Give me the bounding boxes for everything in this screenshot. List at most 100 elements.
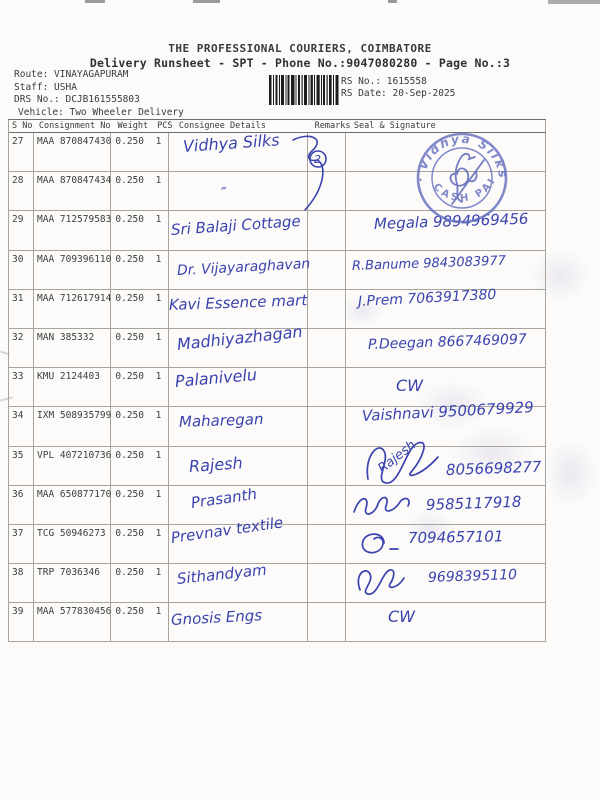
- consignee-cell: Kavi Essence mart: [168, 289, 308, 329]
- col-header-consignment: Consignment No: [38, 121, 111, 131]
- remarks-cell: [308, 407, 346, 447]
- seal-signature-cell: P.Deegan 8667469097: [346, 328, 546, 369]
- consignment-number: TCG 50946273: [34, 524, 111, 565]
- weight-value: 0.250: [111, 329, 146, 369]
- pcs-value: 1: [146, 172, 169, 212]
- seal-signature-cell: Megala 9894969456: [346, 210, 546, 251]
- consignee-cell: Sri Balaji Cottage: [169, 211, 308, 251]
- weight-value: 0.250: [111, 251, 146, 290]
- signature-scribble: [357, 569, 405, 595]
- table-row: 32 MAN 385332 0.250 1 Madhiyazhagan P.De…: [9, 322, 546, 369]
- pcs-value: 1: [146, 250, 169, 290]
- col-header-seal: Seal & Signature: [351, 120, 546, 132]
- consignee-handwriting: Sithandyam: [176, 560, 268, 589]
- consignment-number: MAN 385332: [34, 328, 111, 369]
- remarks-cell: [308, 328, 346, 369]
- rs-date-field: RS Date: 20-Sep-2025: [341, 88, 456, 100]
- serial-number: 36: [9, 485, 34, 525]
- ink-smudge: [530, 248, 590, 303]
- table-row: 39 MAA 577830456 0.250 1 Gnosis Engs CW: [9, 603, 546, 643]
- scan-artifact: [388, 0, 397, 3]
- serial-number: 28: [9, 172, 34, 212]
- pcs-value: 1: [146, 133, 169, 173]
- table-row: 35 VPL 407210736 0.250 1 Rajesh 80566982…: [9, 437, 546, 486]
- weight-value: 0.250: [111, 211, 146, 251]
- table-row: 36 MAA 650877170 0.250 1 Prasanth 958511…: [9, 485, 546, 525]
- consignee-cell: Gnosis Engs: [169, 603, 308, 643]
- signature-handwriting: 8056698277: [445, 457, 542, 479]
- table-row: 27 MAA 870847430 0.250 1 Vidhya Silks 2: [9, 130, 546, 173]
- consignee-cell: Vidhya Silks: [169, 130, 308, 173]
- consignee-handwriting: Dr. Vijayaraghavan: [176, 255, 311, 279]
- consignee-cell: Sithandyam: [169, 560, 308, 604]
- scan-artifact: [548, 0, 600, 4]
- consignee-cell: Palanivelu: [169, 364, 308, 408]
- rs-no-field: RS No.: 1615558: [341, 76, 427, 87]
- pcs-value: 1: [146, 407, 169, 447]
- col-header-weight: Weight: [117, 121, 149, 131]
- seal-signature-cell: CW: [346, 368, 546, 408]
- col-header-remarks: Remarks: [314, 121, 351, 131]
- remarks-cell: [308, 172, 346, 212]
- serial-number: 33: [9, 368, 34, 408]
- serial-number: 27: [9, 133, 34, 173]
- seal-signature-cell: 7094657101: [346, 524, 546, 565]
- company-title: THE PROFESSIONAL COURIERS, COIMBATORE: [168, 42, 432, 55]
- seal-signature-cell: CW: [346, 603, 546, 643]
- staff-field: Staff: USHA: [14, 81, 77, 93]
- signature-handwriting: 7094657101: [407, 527, 504, 547]
- seal-signature-cell: Vaishnavi 9500679929: [346, 398, 546, 447]
- consignment-number: MAA 712579583: [34, 211, 111, 251]
- ink-smudge: [405, 510, 455, 545]
- signature-scribble: [353, 496, 410, 515]
- seal-signature-cell: 8056698277 Rajesh: [346, 437, 546, 486]
- remarks-cell: [308, 289, 346, 329]
- weight-value: 0.250: [111, 564, 146, 604]
- table-row: 33 KMU 2124403 0.250 1 Palanivelu CW: [9, 364, 546, 408]
- weight-value: 0.250: [111, 133, 146, 173]
- signature-handwriting: CW: [388, 607, 415, 627]
- vehicle-field: Vehicle: Two Wheeler Delivery: [18, 106, 184, 118]
- ink-smudge: [340, 295, 385, 327]
- ink-smudge: [450, 425, 535, 480]
- remarks-cell: 2: [308, 133, 346, 173]
- seal-signature-cell: 9585117918: [346, 485, 546, 525]
- remarks-cell: [308, 603, 346, 643]
- consignee-handwriting: Palanivelu: [174, 364, 258, 392]
- ink-smudge: [543, 438, 598, 508]
- table-row: 29 MAA 712579583 0.250 1 Sri Balaji Cott…: [9, 210, 546, 251]
- signature-handwriting: CW: [396, 376, 423, 396]
- pcs-value: 1: [146, 485, 169, 525]
- serial-number: 38: [9, 564, 34, 604]
- serial-number: 39: [9, 603, 34, 643]
- weight-value: 0.250: [111, 290, 146, 329]
- consignee-handwriting: Kavi Essence mart: [168, 290, 308, 314]
- consignment-number: MAA 712617914: [34, 289, 111, 329]
- remarks-cell: [308, 368, 346, 408]
- header-fields-left: Route: VINAYAGAPURAM Staff: USHA DRS No.…: [14, 69, 184, 119]
- pcs-value: 1: [146, 368, 169, 408]
- consignment-number: IXM 508935799: [34, 407, 111, 447]
- table-row: 37 TCG 50946273 0.250 1 Prevnav textile …: [9, 513, 546, 565]
- weight-value: 0.250: [111, 447, 146, 486]
- ink-smudge: [415, 380, 490, 430]
- serial-number: 29: [9, 211, 34, 251]
- table-row: 30 MAA 709396110 0.250 1 Dr. Vijayaragha…: [9, 250, 546, 290]
- consignee-cell: ″: [169, 172, 308, 212]
- scan-artifact: [193, 0, 220, 3]
- weight-value: 0.250: [111, 172, 146, 212]
- seal-signature-cell: [346, 172, 546, 212]
- serial-number: 30: [9, 250, 34, 290]
- header-fields-right: RS No.: 1615558 RS Date: 20-Sep-2025: [341, 76, 455, 100]
- serial-number: 32: [9, 328, 34, 369]
- serial-number: 35: [9, 446, 34, 486]
- pcs-value: 1: [146, 564, 169, 604]
- consignment-number: MAA 709396110: [34, 250, 111, 290]
- table-row: 38 TRP 7036346 0.250 1 Sithandyam 969839…: [9, 560, 546, 604]
- consignee-handwriting: ″: [221, 184, 227, 203]
- col-header-consignee: Consignee Details: [178, 121, 266, 131]
- weight-value: 0.250: [111, 368, 146, 408]
- signature-handwriting: 9698395110: [427, 566, 518, 587]
- pcs-value: 1: [146, 211, 169, 251]
- barcode: [269, 75, 339, 105]
